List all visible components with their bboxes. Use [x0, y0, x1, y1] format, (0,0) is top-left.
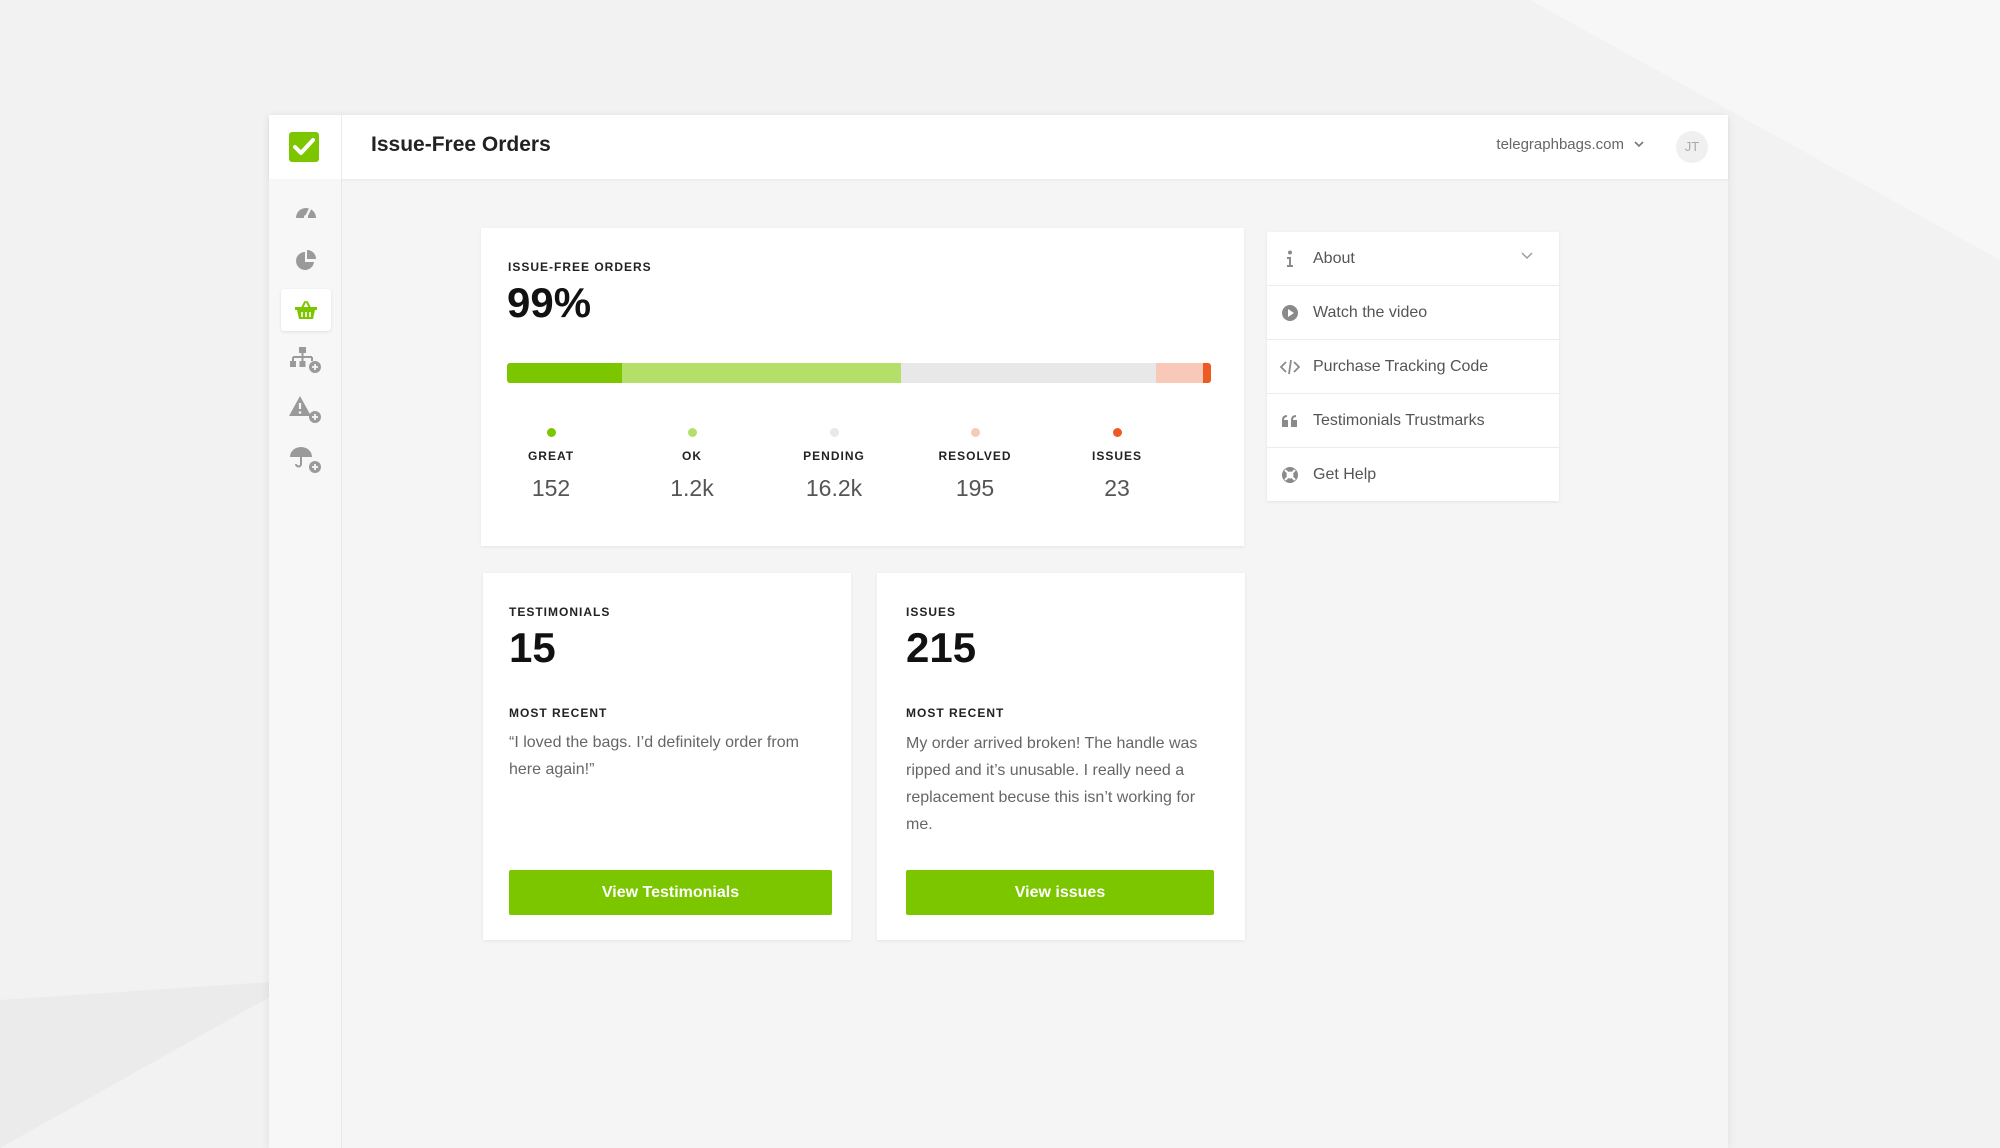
- stat-value: 195: [955, 475, 995, 501]
- view-issues-button[interactable]: View issues: [906, 870, 1214, 915]
- help-item-label: Testimonials Trustmarks: [1313, 411, 1485, 429]
- avatar[interactable]: JT: [1676, 131, 1708, 163]
- resolved-dot-icon: [970, 428, 980, 437]
- issue-quote: My order arrived broken! The handle was …: [906, 735, 1198, 833]
- logo-cell: [269, 115, 342, 179]
- store-selector[interactable]: telegraphbags.com: [1496, 136, 1644, 153]
- help-item-video[interactable]: Watch the video: [1267, 286, 1559, 340]
- testimonials-count: 15: [509, 624, 556, 671]
- testimonial-quote: “I loved the bags. I’d definitely order …: [509, 734, 799, 778]
- sidebar-item-sitemap[interactable]: [281, 339, 331, 381]
- summary-card: ISSUE-FREE ORDERS 99% GREAT 152 OK 1.2k …: [481, 228, 1244, 546]
- stat-name: ISSUES: [1091, 449, 1142, 463]
- basket-icon: [295, 301, 317, 319]
- help-item-label: Get Help: [1313, 465, 1377, 483]
- quote-icon: [1282, 414, 1297, 427]
- lifebuoy-icon: [1282, 466, 1298, 483]
- play-icon: [1282, 304, 1298, 321]
- great-dot-icon: [546, 428, 556, 437]
- bar-segment-issues: [1203, 363, 1211, 383]
- help-panel: About Watch the video Purchase Tracking …: [1267, 232, 1559, 501]
- pending-dot-icon: [829, 428, 839, 437]
- stat-issues: ISSUES 23: [1047, 428, 1187, 502]
- summary-value: 99%: [507, 279, 592, 326]
- warning-add-icon: [289, 396, 321, 423]
- sitemap-add-icon: [290, 347, 321, 373]
- stat-value: 152: [531, 475, 571, 501]
- stat-value: 23: [1104, 475, 1130, 501]
- bar-segment-ok: [622, 363, 901, 383]
- app-window: Issue-Free Orders telegraphbags.com JT: [269, 115, 1728, 1148]
- code-icon: [1280, 359, 1300, 374]
- orders-progress-bar: [507, 363, 1211, 383]
- stat-name: PENDING: [803, 449, 865, 463]
- bar-segment-pending: [901, 363, 1156, 383]
- store-name: telegraphbags.com: [1496, 136, 1624, 153]
- bar-segment-resolved: [1156, 363, 1203, 383]
- sidebar-item-protection[interactable]: [281, 439, 331, 481]
- stat-great: GREAT 152: [481, 428, 621, 502]
- sidebar: [269, 179, 342, 1148]
- stat-ok: OK 1.2k: [622, 428, 762, 502]
- info-icon: [1287, 250, 1293, 267]
- sidebar-item-analytics[interactable]: [281, 240, 331, 282]
- issues-dot-icon: [1112, 428, 1122, 437]
- bar-segment-great: [507, 363, 622, 383]
- help-item-trustmarks[interactable]: Testimonials Trustmarks: [1267, 394, 1559, 448]
- sidebar-item-orders[interactable]: [281, 289, 331, 331]
- issues-card: ISSUES 215 MOST RECENT My order arrived …: [877, 573, 1245, 940]
- umbrella-add-icon: [290, 447, 321, 473]
- summary-label: ISSUE-FREE ORDERS: [508, 260, 652, 274]
- stat-name: GREAT: [527, 449, 575, 463]
- sidebar-item-dashboard[interactable]: [281, 191, 331, 233]
- help-item-label: Watch the video: [1313, 303, 1428, 321]
- stat-name: OK: [682, 449, 702, 463]
- help-item-about[interactable]: About: [1267, 232, 1559, 286]
- stat-resolved: RESOLVED 195: [905, 428, 1045, 502]
- stat-pending: PENDING 16.2k: [764, 428, 904, 502]
- issues-count: 215: [906, 624, 977, 671]
- testimonials-label: TESTIMONIALS: [509, 605, 611, 619]
- view-testimonials-button[interactable]: View Testimonials: [509, 870, 832, 915]
- page-title: Issue-Free Orders: [371, 133, 551, 156]
- help-item-label: Purchase Tracking Code: [1313, 357, 1489, 375]
- issues-label: ISSUES: [906, 605, 957, 619]
- chevron-down-icon: [1521, 252, 1533, 259]
- ok-dot-icon: [687, 428, 697, 437]
- stat-name: RESOLVED: [938, 449, 1012, 463]
- help-item-label: About: [1313, 249, 1355, 267]
- help-item-tracking-code[interactable]: Purchase Tracking Code: [1267, 340, 1559, 394]
- chevron-down-icon: [1634, 141, 1644, 148]
- speedometer-icon: [296, 207, 316, 219]
- help-item-get-help[interactable]: Get Help: [1267, 448, 1559, 501]
- most-recent-label: MOST RECENT: [906, 706, 1005, 720]
- most-recent-label: MOST RECENT: [509, 706, 608, 720]
- top-bar: Issue-Free Orders telegraphbags.com JT: [269, 115, 1728, 179]
- logo-checkmark-icon[interactable]: [289, 132, 319, 162]
- stat-value: 16.2k: [805, 475, 863, 501]
- stat-value: 1.2k: [670, 475, 714, 501]
- pie-chart-icon: [296, 250, 316, 270]
- sidebar-item-alerts[interactable]: [281, 389, 331, 431]
- testimonials-card: TESTIMONIALS 15 MOST RECENT “I loved the…: [483, 573, 851, 940]
